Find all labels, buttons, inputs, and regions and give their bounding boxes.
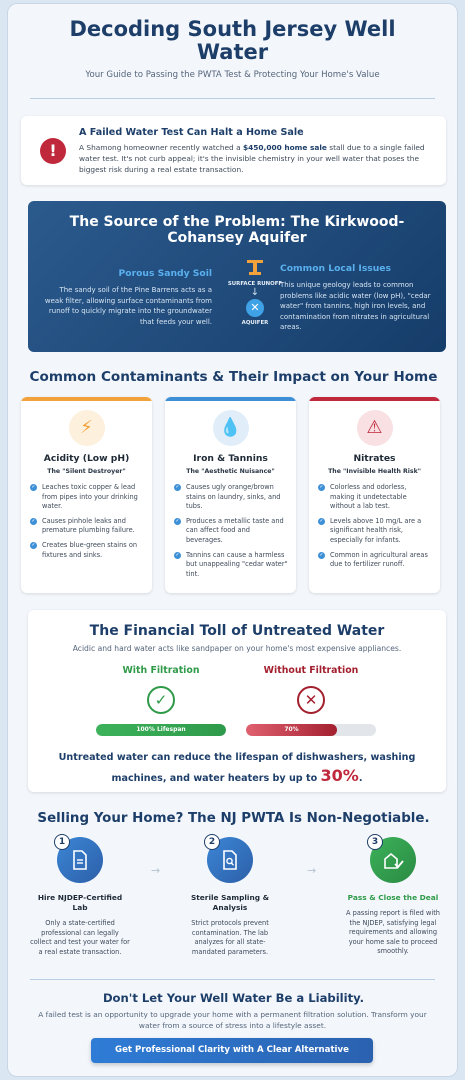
step-title: Hire NJDEP-Certified Lab	[37, 893, 123, 912]
document-icon: 1	[54, 834, 103, 883]
step-hire-lab: 1 Hire NJDEP-Certified Lab Only a state-…	[30, 834, 130, 957]
step-close-deal: 3 Pass & Close the Deal A passing report…	[343, 834, 443, 957]
step-sampling: 2 Sterile Sampling & Analysis Strict pro…	[180, 834, 280, 957]
magnifier-document-icon: 2	[204, 834, 253, 883]
page-subtitle: Your Guide to Passing the PWTA Test & Pr…	[85, 70, 380, 80]
hero: Decoding South Jersey Well Water Your Gu…	[8, 4, 457, 99]
list-item: Produces a metallic taste and can affect…	[174, 517, 288, 546]
pwta-title: Selling Your Home? The NJ PWTA Is Non-Ne…	[37, 811, 430, 826]
runoff-icon	[247, 260, 263, 275]
aquifer-section: The Source of the Problem: The Kirkwood-…	[28, 201, 446, 352]
water-drops-icon: 💧	[212, 410, 249, 446]
step-title: Pass & Close the Deal	[347, 893, 439, 902]
card-tagline: The "Aesthetic Nuisance"	[186, 468, 275, 475]
step-number: 2	[204, 834, 220, 850]
card-title: Acidity (Low pH)	[43, 453, 130, 464]
cta-button[interactable]: Get Professional Clarity with A Clear Al…	[91, 1038, 373, 1063]
contaminant-card-iron: 💧 Iron & Tannins The "Aesthetic Nuisance…	[165, 397, 296, 593]
page-title: Decoding South Jersey Well Water	[69, 17, 396, 64]
chevron-right-icon: →	[151, 864, 161, 877]
alert-title: A Failed Water Test Can Halt a Home Sale	[79, 127, 304, 138]
card-list: Causes ugly orange/brown stains on laund…	[174, 483, 288, 579]
contaminants-title: Common Contaminants & Their Impact on Yo…	[29, 369, 438, 385]
lifespan-text: Untreated water can reduce the lifespan …	[58, 752, 416, 784]
step-number: 1	[54, 834, 70, 850]
with-filtration-fill: 100% Lifespan	[96, 724, 226, 736]
contaminant-card-nitrates: ⚠ Nitrates The "Invisible Health Risk" C…	[309, 397, 440, 593]
local-issues-text: This unique geology leads to common prob…	[280, 281, 431, 331]
step-text: Strict protocols prevent contamination. …	[191, 919, 269, 956]
aquifer-title: The Source of the Problem: The Kirkwood-…	[69, 214, 405, 246]
aquifer-icon: ✕	[246, 299, 264, 317]
step-title: Sterile Sampling & Analysis	[190, 893, 270, 912]
lifespan-percent: 30%	[320, 766, 359, 785]
card-tagline: The "Invisible Health Risk"	[328, 468, 421, 475]
without-filtration-bar: 70%	[246, 724, 376, 736]
cta-title: Don't Let Your Well Water Be a Liability…	[102, 991, 365, 1005]
step-text: Only a state-certified professional can …	[30, 919, 130, 956]
alert-card: ! A Failed Water Test Can Halt a Home Sa…	[21, 116, 446, 185]
contaminant-card-acidity: ⚡ Acidity (Low pH) The "Silent Destroyer…	[21, 397, 152, 593]
card-list: Leaches toxic copper & lead from pipes i…	[30, 483, 144, 560]
step-text: A passing report is filed with the NJDEP…	[346, 909, 440, 956]
lightning-icon: ⚡	[68, 410, 105, 446]
list-item: Tannins can cause a harmless but unappea…	[174, 551, 288, 580]
list-item: Creates blue-green stains on fixtures an…	[30, 541, 144, 560]
financial-subtitle: Acidic and hard water acts like sandpape…	[72, 644, 402, 653]
financial-title: The Financial Toll of Untreated Water	[89, 623, 385, 639]
cta-text: A failed test is an opportunity to upgra…	[38, 1010, 427, 1030]
infographic-page: Decoding South Jersey Well Water Your Gu…	[7, 3, 458, 1077]
local-issues-heading: Common Local Issues	[280, 263, 392, 274]
with-filtration-label: With Filtration	[122, 665, 200, 676]
card-list: Colorless and odorless, making it undete…	[318, 483, 432, 570]
without-filtration-label: Without Filtration	[263, 665, 359, 676]
local-issues-block: Common Local Issues This unique geology …	[280, 263, 440, 333]
without-filtration-fill: 70%	[246, 724, 337, 736]
with-filtration-bar: 100% Lifespan	[96, 724, 226, 736]
x-circle-icon: ✕	[297, 686, 325, 714]
list-item: Levels above 10 mg/L are a significant h…	[318, 517, 432, 546]
list-item: Colorless and odorless, making it undete…	[318, 483, 432, 512]
house-check-icon: 3	[367, 834, 416, 883]
divider	[30, 98, 435, 99]
step-number: 3	[367, 834, 383, 850]
chevron-right-icon: →	[307, 864, 317, 877]
card-title: Iron & Tannins	[193, 453, 268, 464]
list-item: Causes ugly orange/brown stains on laund…	[174, 483, 288, 512]
alert-text-start: A Shamong homeowner recently watched a	[79, 143, 243, 152]
exclamation-icon: !	[40, 138, 66, 164]
card-title: Nitrates	[353, 453, 396, 464]
alert-text: A Shamong homeowner recently watched a $…	[79, 142, 428, 175]
porous-soil-text: The sandy soil of the Pine Barrens acts …	[44, 286, 212, 326]
divider	[30, 979, 435, 980]
runoff-diagram: SURFACE RUNOFF ↓ ✕ AQUIFER	[224, 257, 286, 326]
surface-runoff-label: SURFACE RUNOFF	[227, 281, 283, 287]
card-accent-bar	[309, 397, 440, 401]
card-accent-bar	[165, 397, 296, 401]
arrow-down-icon: ↓	[250, 287, 260, 298]
lifespan-end: .	[358, 773, 363, 784]
card-accent-bar	[21, 397, 152, 401]
check-circle-icon: ✓	[147, 686, 175, 714]
warning-icon: ⚠	[356, 410, 393, 446]
list-item: Leaches toxic copper & lead from pipes i…	[30, 483, 144, 512]
porous-soil-heading: Porous Sandy Soil	[118, 268, 212, 279]
card-tagline: The "Silent Destroyer"	[47, 468, 126, 475]
financial-section: The Financial Toll of Untreated Water Ac…	[28, 610, 446, 792]
list-item: Causes pinhole leaks and premature plumb…	[30, 517, 144, 536]
porous-soil-block: Porous Sandy Soil The sandy soil of the …	[42, 268, 212, 327]
aquifer-label: AQUIFER	[241, 320, 269, 326]
alert-sale-amount: $450,000 home sale	[242, 143, 327, 152]
lifespan-statement: Untreated water can reduce the lifespan …	[48, 749, 426, 788]
list-item: Common in agricultural areas due to fert…	[318, 551, 432, 570]
alert-text-end: stall due to a single failed water test.…	[79, 143, 425, 174]
